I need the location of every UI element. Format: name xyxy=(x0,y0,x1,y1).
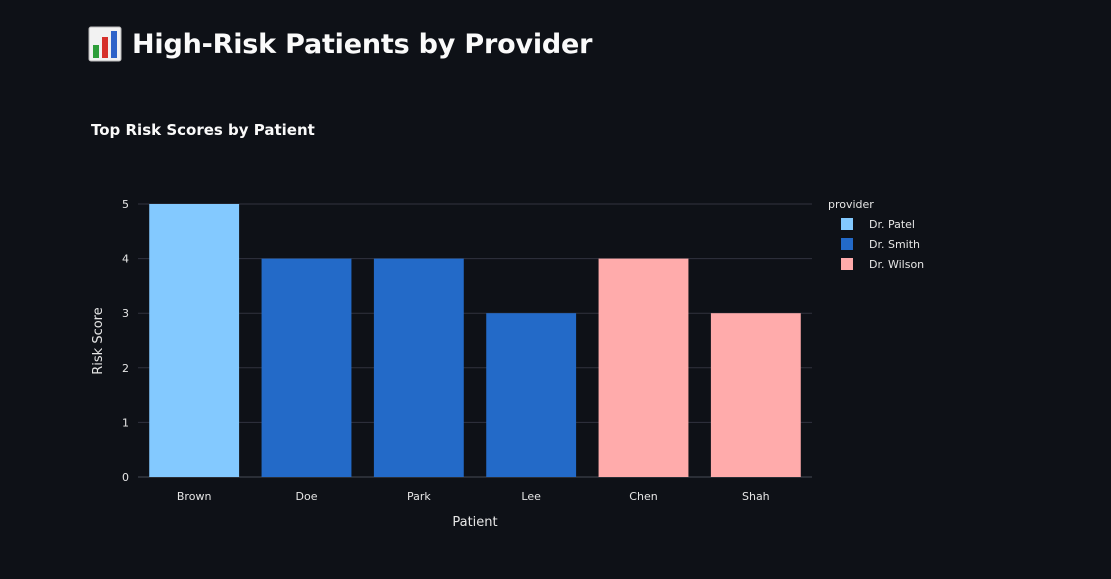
legend: provider Dr. Patel Dr. Smith Dr. Wilson xyxy=(828,198,924,271)
chart-title: Top Risk Scores by Patient xyxy=(91,121,315,139)
y-axis-ticks: 0 1 2 3 4 5 xyxy=(122,198,129,484)
bar-lee[interactable] xyxy=(486,313,577,477)
y-axis-title: Risk Score xyxy=(91,307,106,375)
bar-shah[interactable] xyxy=(710,313,801,477)
y-tick-label: 0 xyxy=(122,471,129,484)
legend-item[interactable]: Dr. Wilson xyxy=(841,258,924,271)
x-axis-title: Patient xyxy=(452,515,497,530)
y-tick-label: 3 xyxy=(122,307,129,320)
legend-title: provider xyxy=(828,198,874,211)
bar-park[interactable] xyxy=(373,258,464,477)
legend-label: Dr. Wilson xyxy=(869,258,924,271)
x-tick-label: Brown xyxy=(177,490,212,503)
y-tick-label: 4 xyxy=(122,253,129,266)
bar-doe[interactable] xyxy=(261,258,352,477)
x-tick-label: Doe xyxy=(296,490,318,503)
legend-item[interactable]: Dr. Smith xyxy=(841,238,920,251)
bar-brown[interactable] xyxy=(149,204,240,477)
x-tick-label: Park xyxy=(407,490,431,503)
x-axis-ticks: Brown Doe Park Lee Chen Shah xyxy=(177,490,770,503)
page-header: High-Risk Patients by Provider xyxy=(88,26,592,62)
page-title: High-Risk Patients by Provider xyxy=(132,28,593,60)
y-tick-label: 1 xyxy=(122,416,129,429)
x-tick-label: Chen xyxy=(629,490,657,503)
legend-swatch xyxy=(841,238,853,250)
y-tick-label: 5 xyxy=(122,198,129,211)
bars xyxy=(149,204,801,477)
x-tick-label: Lee xyxy=(521,490,541,503)
x-tick-label: Shah xyxy=(742,490,770,503)
legend-label: Dr. Smith xyxy=(869,238,920,251)
grid-lines xyxy=(138,203,812,478)
bar-chen[interactable] xyxy=(598,258,689,477)
legend-swatch xyxy=(841,258,853,270)
bar-chart-icon xyxy=(88,26,122,62)
legend-swatch xyxy=(841,218,853,230)
legend-item[interactable]: Dr. Patel xyxy=(841,218,915,231)
y-tick-label: 2 xyxy=(122,362,129,375)
legend-label: Dr. Patel xyxy=(869,218,915,231)
